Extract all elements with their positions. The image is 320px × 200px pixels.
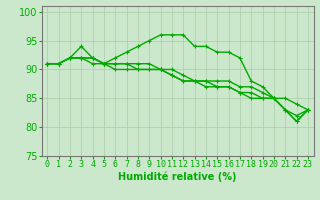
X-axis label: Humidité relative (%): Humidité relative (%) — [118, 172, 237, 182]
